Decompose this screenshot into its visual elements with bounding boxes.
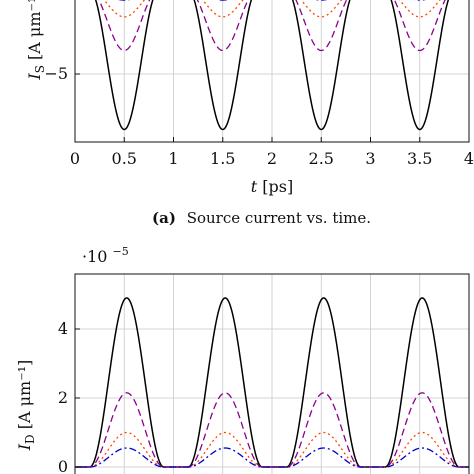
panel-b-ytick-label: 2 [58, 388, 68, 407]
panel-a-ytick-label: −5 [44, 64, 68, 83]
panel-b-multiplier: ·10 −5 [82, 245, 129, 266]
panel-a: 0 0.5 1 1.5 2 2.5 3 3.5 4 −5 IS [A μm⁻¹] t [ps] (… [25, 0, 474, 227]
panel-a-ylabel: IS [A μm⁻¹] [25, 0, 47, 81]
panel-b-multiplier-exp: −5 [113, 245, 129, 258]
panel-b-ticks: 0 2 4 [58, 319, 80, 474]
panel-b-ytick-label: 0 [58, 457, 68, 474]
panel-a-xlabel: t [ps] [251, 177, 293, 196]
panel-a-xtick-label: 4 [464, 149, 474, 168]
panel-a-xtick-label: 2 [267, 149, 277, 168]
panel-a-grid [74, 0, 470, 142]
panel-a-xtick-label: 0 [70, 149, 80, 168]
panel-a-xtick-label: 3.5 [407, 149, 432, 168]
panel-b-series [75, 297, 469, 468]
panel-a-xtick-label: 2.5 [309, 149, 334, 168]
panel-b-ytick-label: 4 [58, 319, 68, 338]
panel-a-xtick-label: 0.5 [112, 149, 137, 168]
panel-a-caption-tag: (a) [152, 209, 176, 227]
panel-a-xtick-label: 1 [168, 149, 178, 168]
panel-b-multiplier-base: ·10 [82, 247, 107, 266]
panel-a-ticks: 0 0.5 1 1.5 2 2.5 3 3.5 4 −5 [44, 64, 474, 168]
panel-a-series-dotted-line [103, 0, 441, 18]
panel-b-series-dotted-line [75, 431, 469, 468]
panel-a-series-dashed-line [98, 0, 446, 52]
panel-b-ylabel: ID [A μm⁻¹] [15, 360, 37, 452]
panel-b-series-dashed-line [75, 392, 469, 468]
panel-a-series-solid-line [94, 0, 450, 131]
panel-a-xtick-label: 3 [365, 149, 375, 168]
panel-b-series-dashdot-line [75, 447, 469, 468]
panel-a-series [94, 0, 450, 131]
panel-b-axes-frame [74, 273, 470, 474]
panel-a-xtick-label: 1.5 [210, 149, 235, 168]
panel-b-grid [74, 274, 470, 474]
panel-a-caption-text: Source current vs. time. [187, 209, 371, 227]
panel-a-caption: (a) Source current vs. time. [152, 209, 371, 227]
panel-b: ·10 −5 0 2 4 ID [A μm⁻¹] [15, 245, 470, 474]
